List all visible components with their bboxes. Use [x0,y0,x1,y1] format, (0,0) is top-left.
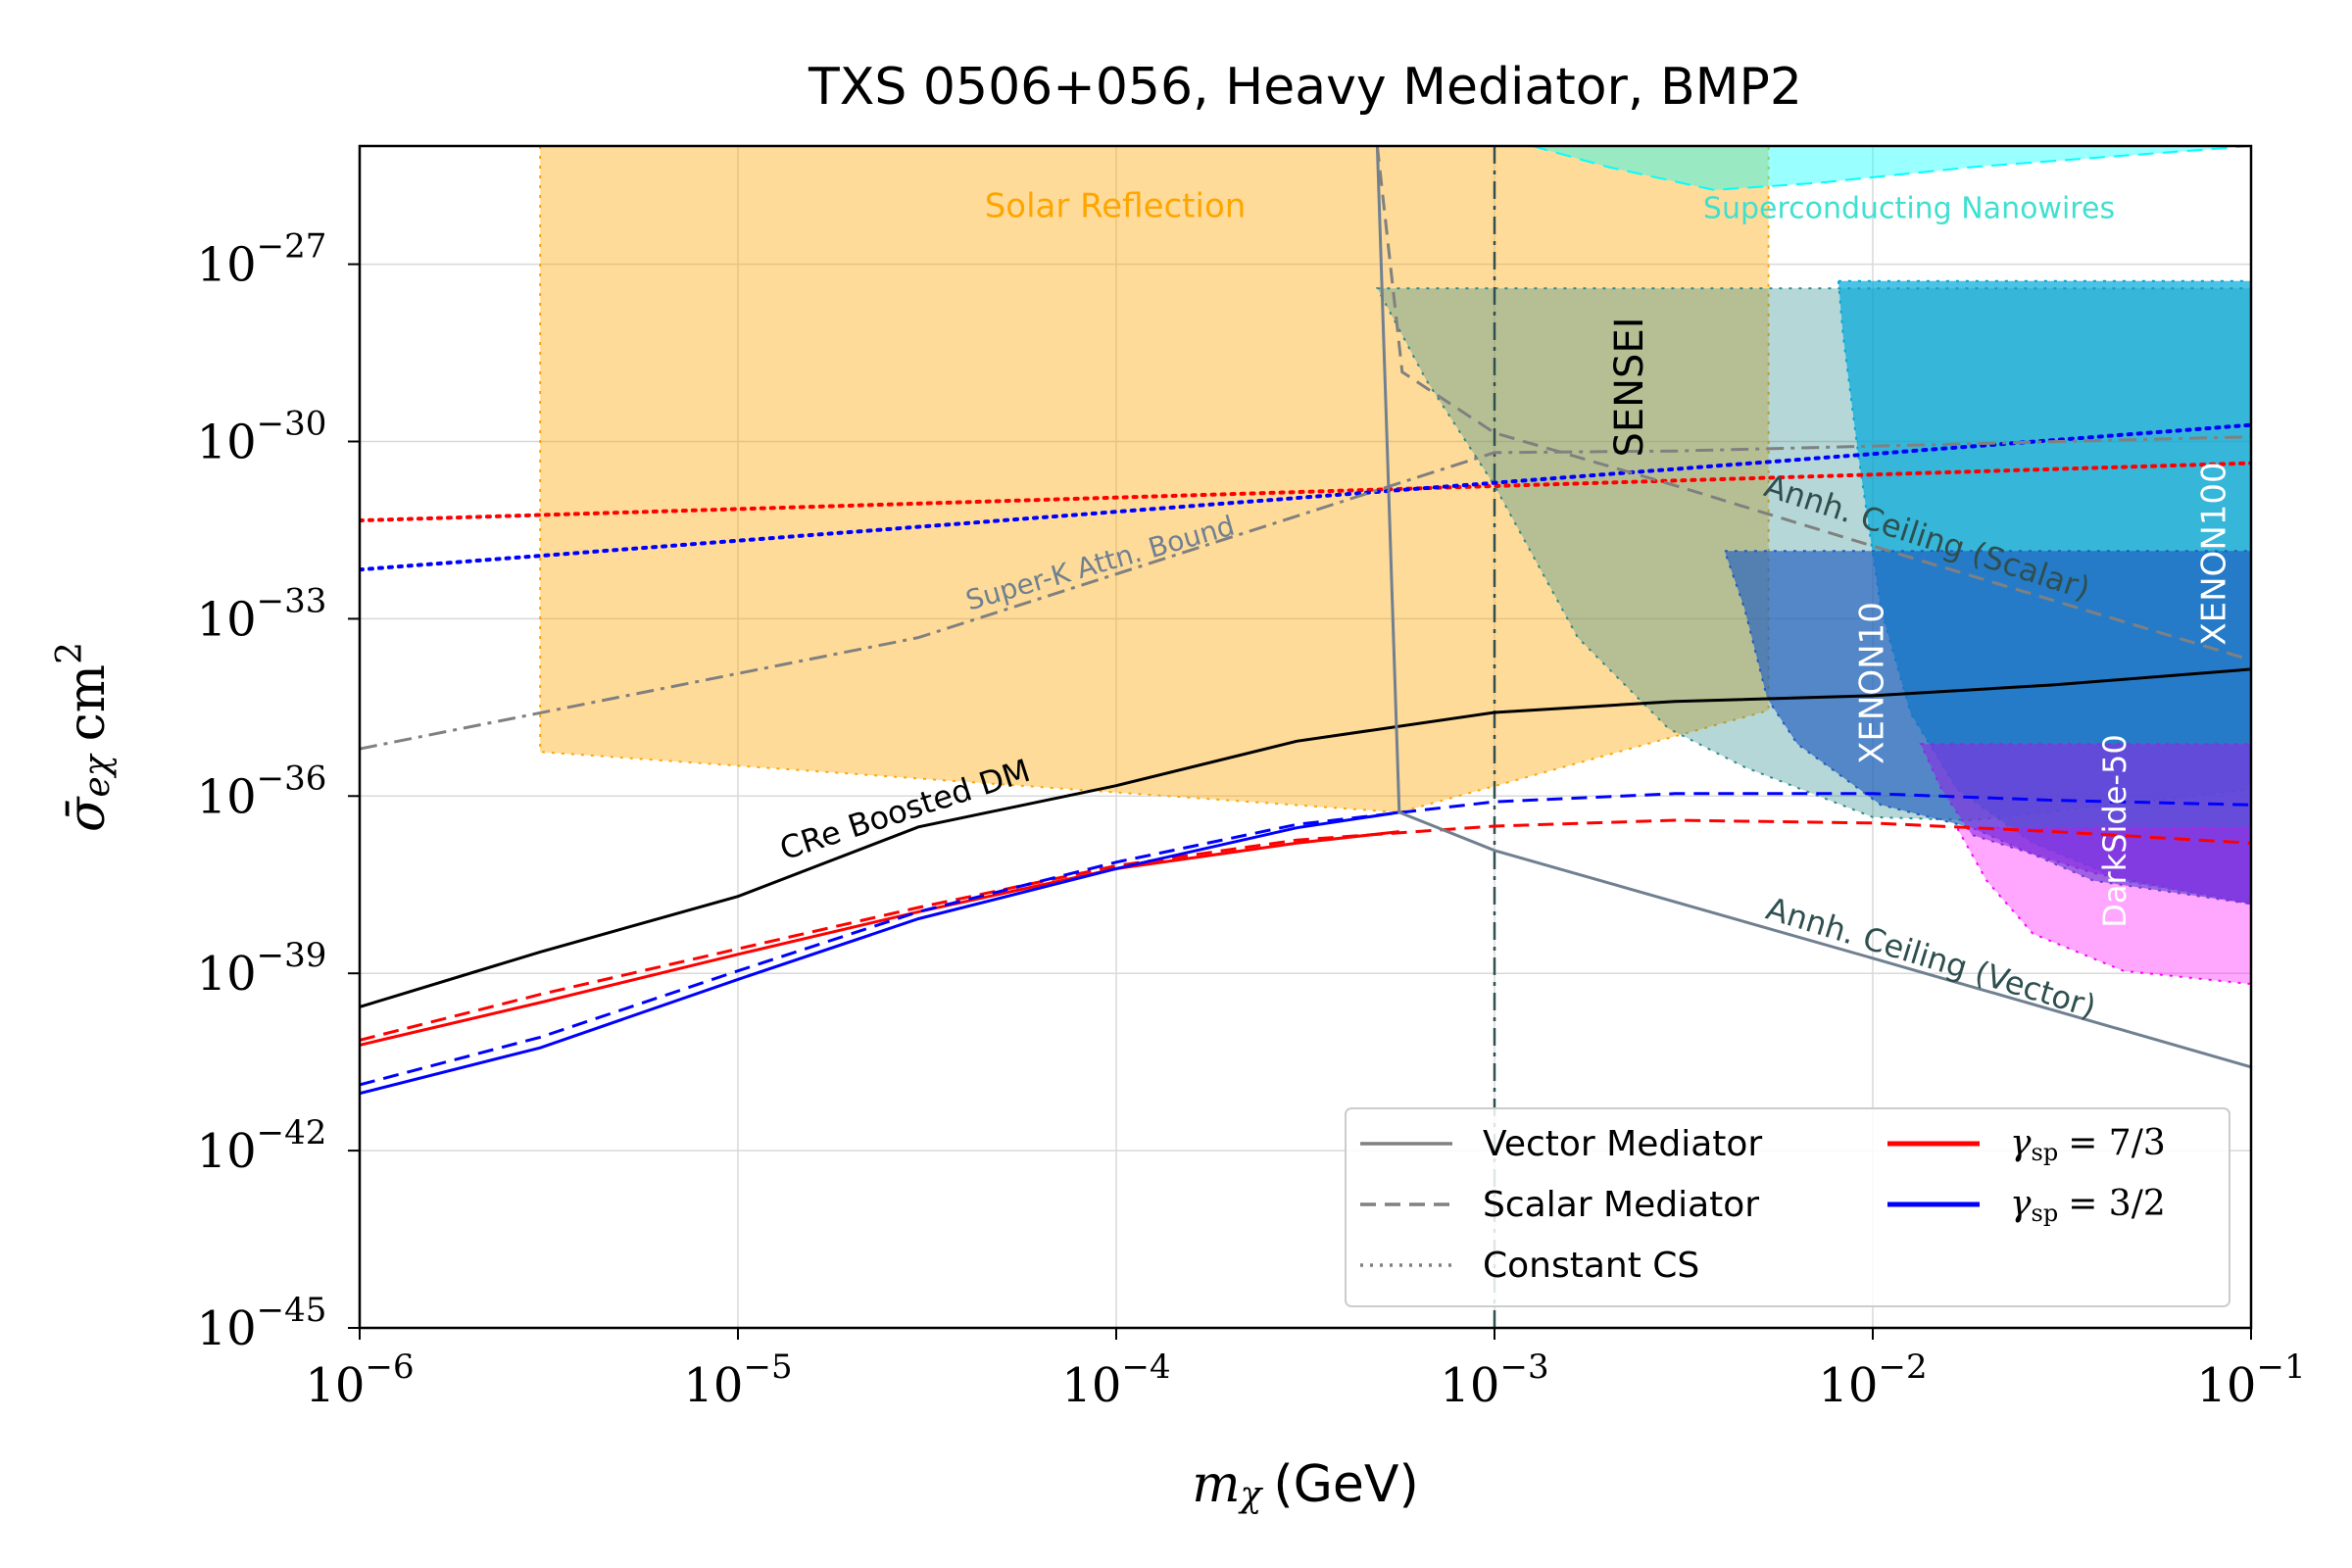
line [360,422,2251,572]
legend-label: γsp = 3/2 [2010,1184,2166,1227]
tick-base: 10 [305,1358,365,1413]
line [1375,146,2251,662]
tick-label: 10−5 [683,1348,792,1413]
tick-label: 10−42 [197,1113,327,1179]
tick-exponent: −39 [257,936,327,975]
tick-label: 10−30 [197,405,327,470]
legend-text: Scalar Mediator [1483,1185,1759,1225]
line [360,818,2251,1042]
tick-base: 10 [1440,1358,1499,1413]
tick-label: 10−36 [197,759,327,824]
line [360,667,2251,1008]
tick-base: 10 [197,947,257,1002]
tick-label: 10−39 [197,936,327,1002]
tick-base: 10 [197,769,257,824]
y-label-superscript: 2 [50,642,90,664]
line [1375,146,2251,1069]
tick-exponent: −3 [1499,1348,1548,1387]
tick-label: 10−33 [197,581,327,647]
y-label-subscript: eχ [77,753,118,797]
legend-box [1345,1107,2230,1307]
legend-subscript: sp [2032,1139,2059,1166]
tick-label: 10−45 [197,1291,327,1356]
tick-base: 10 [1061,1358,1121,1413]
x-axis-label: mχ (GeV) [1192,1455,1419,1516]
tick-label: 10−4 [1061,1348,1170,1413]
legend-label: γsp = 7/3 [2010,1123,2166,1166]
tick-exponent: −2 [1878,1348,1927,1387]
line [360,810,1400,1096]
plot-frame [358,144,2253,1330]
line [360,435,2251,751]
tick-base: 10 [197,415,257,469]
tick-exponent: −27 [257,227,327,267]
chart-title: TXS 0506+056, Heavy Mediator, BMP2 [808,58,1802,117]
tick-exponent: −33 [257,581,327,620]
tick-label: 10−27 [197,227,327,293]
legend-label: Constant CS [1483,1246,1699,1286]
annotation: XENON10 [1853,602,1892,764]
legend-text: = 7/3 [2068,1123,2166,1163]
annotation: SENSEI [1607,317,1652,457]
region [1532,146,2251,191]
annotation: XENON100 [2195,462,2234,645]
tick-base: 10 [683,1358,743,1413]
x-label-text: (GeV) [1273,1455,1418,1514]
tick-exponent: −4 [1121,1348,1170,1387]
y-axis-label: σ̄eχ cm2 [50,642,118,832]
tick-label: 10−3 [1440,1348,1548,1413]
line [360,461,2251,523]
tick-label: 10−1 [2196,1348,2305,1413]
tick-base: 10 [1818,1358,1878,1413]
annotation: Superconducting Nanowires [1703,192,2115,226]
legend-symbol: γ [2010,1184,2032,1224]
tick-exponent: −36 [257,759,327,798]
annotation: Solar Reflection [985,187,1247,226]
tick-exponent: −45 [257,1291,327,1330]
tick-label: 10−2 [1818,1348,1927,1413]
legend-text: = 3/2 [2068,1184,2166,1224]
region [539,146,1770,813]
line [360,830,1399,1047]
legend-symbol: γ [2010,1123,2032,1163]
tick-exponent: −6 [365,1348,414,1387]
tick-base: 10 [197,1301,257,1356]
legend-label: Vector Mediator [1483,1124,1762,1164]
legend-text: Vector Mediator [1483,1124,1762,1164]
line [360,792,2251,1087]
tick-label: 10−6 [305,1348,414,1413]
tick-base: 10 [197,237,257,292]
legend-subscript: sp [2032,1200,2059,1227]
x-label-subscript: χ [1238,1475,1264,1515]
tick-exponent: −42 [257,1113,327,1152]
annotation: DarkSide-50 [2096,734,2133,927]
legend-text: Constant CS [1483,1246,1699,1286]
legend: Vector Mediator Scalar Mediator Constant C… [1345,1107,2230,1307]
x-label-symbol: m [1192,1455,1240,1514]
tick-base: 10 [197,592,257,647]
tick-exponent: −30 [257,405,327,444]
region [1919,743,2251,906]
tick-base: 10 [197,1124,257,1179]
tick-exponent: −1 [2256,1348,2305,1387]
tick-exponent: −5 [743,1348,792,1387]
plot-area [360,146,2251,1328]
legend-label: Scalar Mediator [1483,1185,1759,1225]
y-label-symbol: σ̄ [58,796,117,832]
axes: 10−6 10−5 10−4 10−3 10−2 10−110−4510−4210−391… [197,227,2306,1413]
tick-base: 10 [2196,1358,2256,1413]
y-label-text: cm [58,664,117,741]
